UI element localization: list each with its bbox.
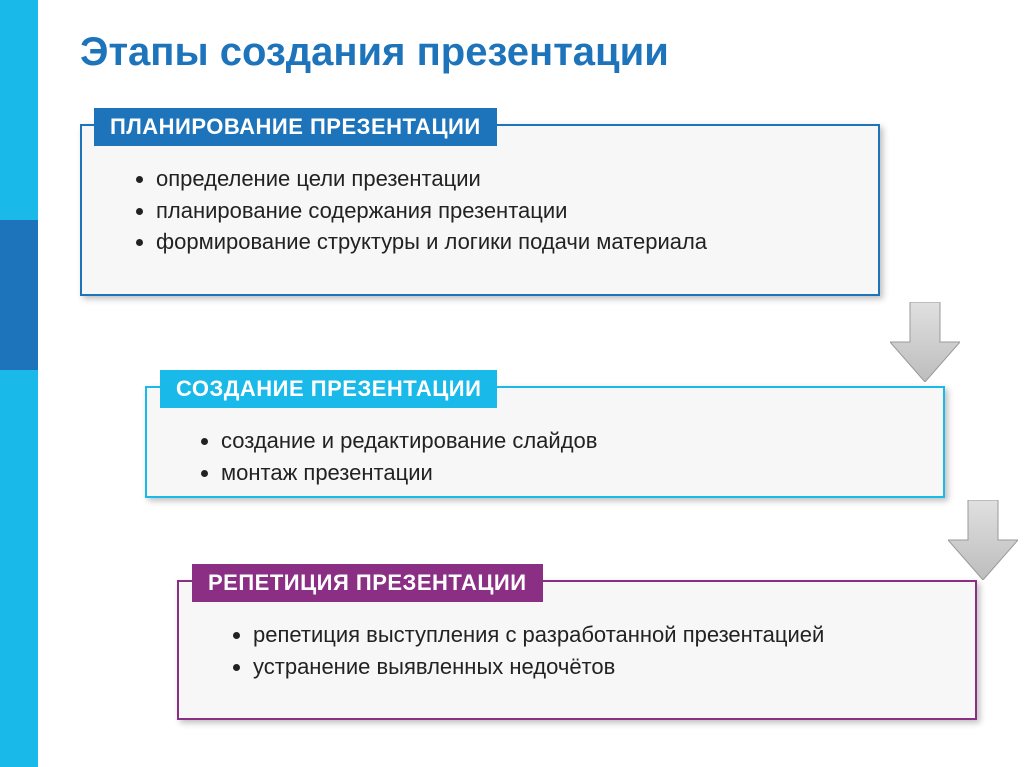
left-cyan-bar [0,0,38,767]
planning-item: определение цели презентации [156,164,858,194]
stage-header-rehearsal: РЕПЕТИЦИЯ ПРЕЗЕНТАЦИИ [192,564,543,602]
creation-item: монтаж презентации [221,458,923,488]
rehearsal-item: репетиция выступления с разработанной пр… [253,620,955,650]
stage-header-creation: СОЗДАНИЕ ПРЕЗЕНТАЦИИ [160,370,497,408]
slide-title: Этапы создания презентации [80,30,669,75]
down-arrow-icon [948,500,1018,580]
rehearsal-item: устранение выявленных недочётов [253,652,955,682]
down-arrow-icon [890,302,960,382]
planning-item: формирование структуры и логики подачи м… [156,227,858,257]
stage-box-planning: определение цели презентации планировани… [80,124,880,296]
planning-item: планирование содержания презентации [156,196,858,226]
creation-item: создание и редактирование слайдов [221,426,923,456]
stage-body-planning: определение цели презентации планировани… [82,126,878,273]
left-blue-block [0,220,38,370]
stage-header-planning: ПЛАНИРОВАНИЕ ПРЕЗЕНТАЦИИ [94,108,497,146]
